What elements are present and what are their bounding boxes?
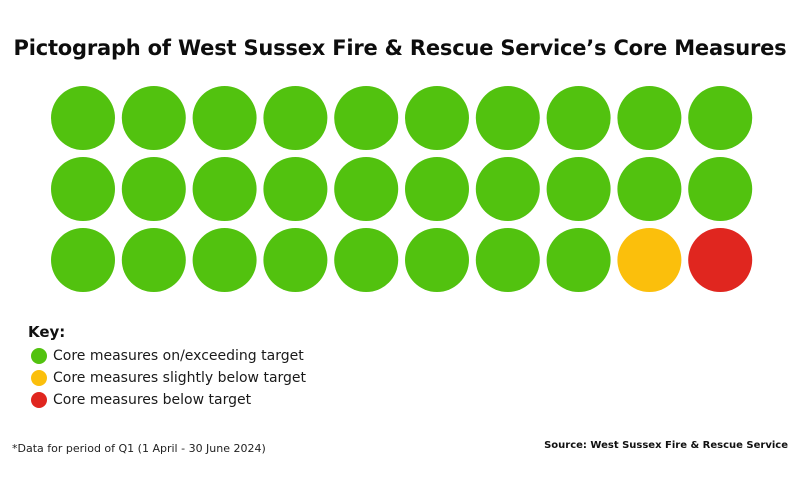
pictograph-circle-on-target [263,228,328,292]
pictograph-circle-on-target [334,157,399,221]
pictograph-circle-on-target [405,228,469,292]
source-note: Source: West Sussex Fire & Rescue Servic… [544,440,788,451]
footnote: *Data for period of Q1 (1 April - 30 Jun… [12,442,266,455]
pictograph-circle-on-target [405,157,469,221]
pictograph-circle-on-target [475,86,540,150]
legend: Key: Core measures on/exceeding target C… [28,323,306,411]
pictograph-circle-on-target [688,86,753,150]
pictograph-circle-on-target [121,228,186,292]
pictograph-circle-on-target [51,86,115,150]
legend-swatch-on-target [31,348,47,364]
chart-title: Pictograph of West Sussex Fire & Rescue … [13,36,787,60]
pictograph-circle-on-target [546,157,611,221]
pictograph-circle-on-target [617,86,682,150]
pictograph-circle-on-target [546,86,611,150]
legend-title: Key: [28,323,66,341]
pictograph-circle-on-target [121,157,186,221]
legend-swatch-below [31,392,47,408]
legend-label-below: Core measures below target [53,392,252,408]
pictograph-circle-on-target [617,157,682,221]
legend-label-on-target: Core measures on/exceeding target [53,348,304,364]
pictograph-grid [51,86,753,292]
pictograph-circle-on-target [192,228,257,292]
pictograph-circle-below [688,228,753,292]
pictograph-circle-on-target [546,228,611,292]
pictograph-circle-slightly-below [617,228,682,292]
legend-item-below: Core measures below target [28,389,306,411]
pictograph-circle-on-target [121,86,186,150]
legend-item-on-target: Core measures on/exceeding target [28,345,306,367]
pictograph-circle-on-target [51,157,115,221]
pictograph-circle-on-target [192,157,257,221]
pictograph-circle-on-target [192,86,257,150]
pictograph-circle-on-target [405,86,469,150]
pictograph-circle-on-target [475,228,540,292]
pictograph-circle-on-target [263,86,328,150]
legend-item-slightly-below: Core measures slightly below target [28,367,306,389]
pictograph-circle-on-target [475,157,540,221]
pictograph-circle-on-target [688,157,753,221]
pictograph-circle-on-target [334,228,399,292]
pictograph-circle-on-target [334,86,399,150]
legend-label-slightly-below: Core measures slightly below target [53,370,307,386]
legend-swatch-slightly-below [31,370,47,386]
pictograph-circle-on-target [51,228,115,292]
pictograph-circle-on-target [263,157,328,221]
